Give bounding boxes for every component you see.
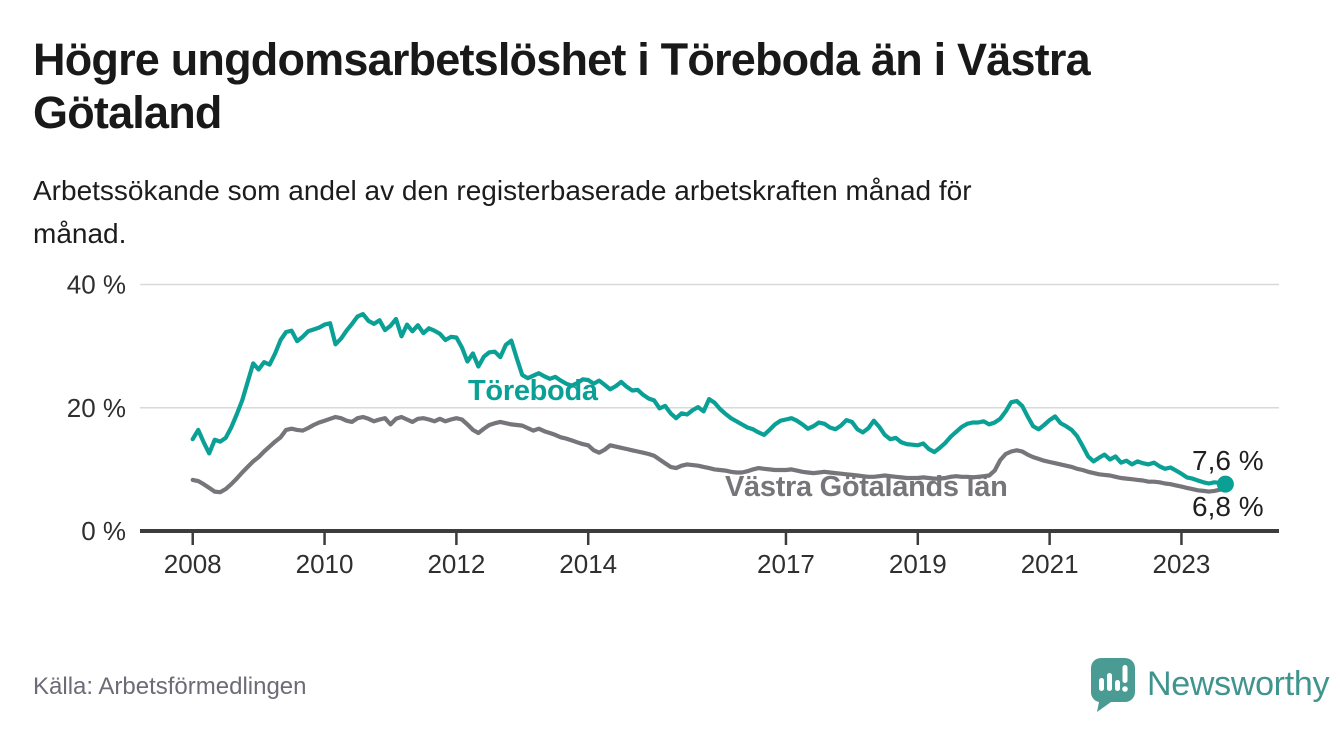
chart-subtitle: Arbetssökande som andel av den registerb… [33,169,1303,255]
title-line-1: Högre ungdomsarbetslöshet i Töreboda än … [33,34,1091,85]
y-tick-label-0: 0 % [81,516,126,546]
newsworthy-brand: Newsworthy [1089,656,1329,713]
subtitle-line-1: Arbetssökande som andel av den registerb… [33,175,972,206]
subtitle-line-2: månad. [33,218,127,249]
y-gridlines [140,283,1279,409]
line-vastra-gotaland [190,414,1228,495]
x-tick-label-2021: 2021 [1021,549,1079,579]
title-line-2: Götaland [33,87,222,138]
y-tick-label-20: 20 % [67,393,126,423]
toreboda-endpoint-dot [1216,475,1234,493]
series-label-toreboda: Töreboda [468,375,599,407]
x-tick-label-2019: 2019 [889,549,947,579]
y-tick-label-40: 40 % [67,270,126,300]
end-value-label-vastra-gotaland: 6,8 % [1192,491,1264,522]
x-tick-label-2012: 2012 [427,549,485,579]
brand-name: Newsworthy [1147,665,1330,703]
x-axis-ticks [191,531,1183,545]
series-label-vastra-gotaland: Västra Götalands län [725,471,1008,503]
line-toreboda [190,312,1228,487]
source-note: Källa: Arbetsförmedlingen [33,673,307,700]
x-tick-label-2014: 2014 [559,549,617,579]
x-tick-label-2023: 2023 [1153,549,1211,579]
x-tick-label-2008: 2008 [164,549,222,579]
end-value-label-toreboda: 7,6 % [1192,445,1264,476]
x-tick-label-2017: 2017 [757,549,815,579]
page-title: Högre ungdomsarbetslöshet i Töreboda än … [33,33,1303,139]
x-tick-label-2010: 2010 [296,549,354,579]
newsworthy-speech-bubble-bar-chart-icon [1090,658,1135,712]
